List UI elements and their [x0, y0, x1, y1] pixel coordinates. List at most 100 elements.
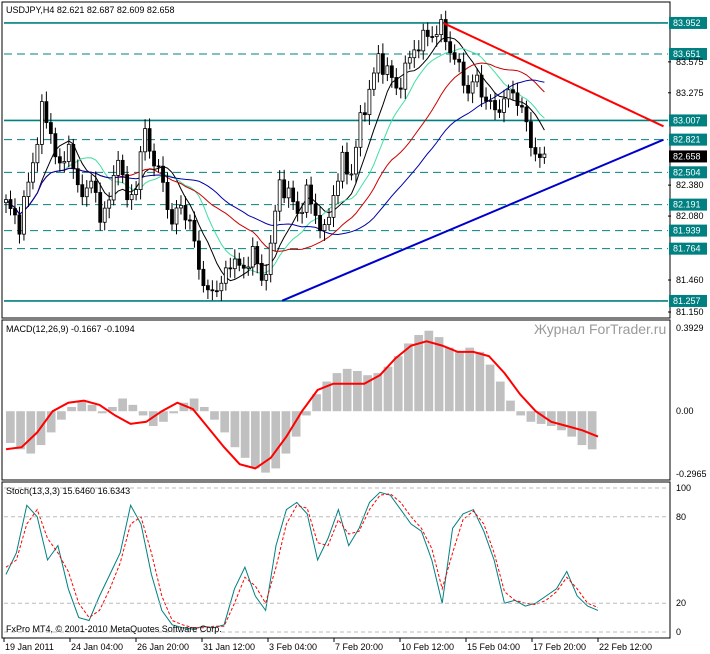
candle-body: [125, 174, 130, 201]
macd-histogram-bar: [342, 368, 352, 412]
time-label: 24 Jan 04:00: [71, 642, 123, 652]
macd-histogram-bar: [199, 406, 209, 412]
candle-body: [84, 187, 89, 198]
candle-body: [484, 96, 488, 102]
candle-body: [336, 180, 340, 196]
price-tick-label: 83.275: [676, 88, 704, 98]
candle-body: [452, 52, 457, 60]
macd-histogram-bar: [87, 404, 97, 412]
price-label-box: [669, 48, 707, 61]
stoch-tick-label: 20: [676, 598, 686, 608]
candle-body: [179, 205, 183, 209]
candle-body: [255, 246, 260, 264]
candle-body: [286, 187, 291, 199]
candle-body: [443, 19, 448, 43]
candle-body: [493, 100, 497, 111]
candle-body: [434, 34, 439, 37]
candle-body: [165, 181, 170, 210]
candle-body: [349, 173, 354, 176]
macd-histogram-bar: [67, 406, 76, 412]
candle-body: [273, 210, 278, 244]
axes-layer: 83.575 83.275 82.380 82.080 81.460 81.150 19 J…: [3, 57, 707, 652]
stoch-layer: [5, 491, 599, 630]
candle-body: [331, 195, 336, 218]
candle-body: [116, 159, 121, 176]
price-label: 81.764: [673, 244, 701, 254]
time-label: 26 Jan 20:00: [137, 642, 189, 652]
candle-body: [497, 109, 502, 113]
candle-body: [533, 147, 538, 155]
candle-body: [506, 89, 511, 100]
candle-body: [174, 207, 179, 225]
candle-body: [223, 267, 228, 284]
candle-body: [13, 208, 17, 216]
footer-copyright: FxPro MT4, © 2001-2010 MetaQuotes Softwa…: [6, 624, 222, 634]
macd-histogram-bar: [546, 411, 556, 427]
candle-body: [457, 58, 462, 63]
candle-body: [520, 105, 524, 108]
macd-histogram-bar: [587, 411, 597, 450]
macd-histogram-bar: [138, 411, 148, 416]
candle-body: [205, 285, 210, 291]
candle-body: [4, 199, 8, 204]
macd-histogram-bar: [302, 411, 311, 416]
trendline-resistance: [443, 22, 664, 128]
candle-body: [232, 258, 237, 270]
price-label-box: [669, 198, 707, 211]
price-label: 82.658: [673, 151, 701, 161]
stoch-header: Stoch(13,3,3) 15.6460 16.6343: [6, 486, 130, 496]
macd-histogram-bar: [210, 411, 219, 420]
candles-layer: [4, 10, 547, 302]
candle-body: [75, 168, 80, 186]
candle-body: [138, 151, 143, 191]
candle-body: [363, 112, 367, 116]
macd-histogram-bar: [404, 343, 413, 412]
macd-histogram-bar: [465, 347, 475, 412]
candle-body: [210, 289, 215, 292]
candle-body: [129, 194, 134, 201]
watermark: Журнал ForTrader.ru: [534, 321, 666, 337]
macd-histogram-bar: [281, 411, 291, 454]
candle-body: [479, 74, 484, 98]
candle-body: [367, 88, 372, 116]
macd-histogram-bar: [577, 411, 587, 446]
macd-layer: [5, 330, 599, 473]
candle-body: [515, 92, 520, 106]
candle-body: [214, 290, 219, 293]
candle-body: [385, 65, 390, 75]
stoch-tick-label: 0: [676, 627, 681, 637]
candle-body: [371, 72, 376, 90]
time-label: 17 Feb 20:00: [533, 642, 586, 652]
candle-body: [147, 128, 152, 152]
candle-body: [488, 100, 493, 102]
macd-histogram-bar: [118, 398, 127, 412]
time-label: 31 Jan 12:00: [203, 642, 255, 652]
candle-body: [237, 258, 242, 266]
macd-tick-label: -0.2965: [676, 469, 707, 479]
price-label: 82.821: [673, 135, 701, 145]
candle-body: [291, 187, 296, 203]
candle-body: [192, 219, 197, 242]
macd-tick-label: 0.3929: [676, 323, 704, 333]
candle-body: [134, 189, 139, 195]
macd-histogram-bar: [485, 364, 495, 412]
macd-histogram-bar: [312, 394, 321, 412]
price-tick-label: 82.380: [676, 180, 704, 190]
macd-histogram-bar: [455, 351, 464, 412]
macd-histogram-bar: [475, 351, 485, 412]
candle-body: [322, 224, 327, 232]
trendlines-layer: [281, 22, 664, 302]
candle-body: [407, 57, 412, 64]
candle-body: [380, 53, 385, 75]
candle-body: [250, 246, 255, 268]
macd-histogram-bar: [97, 411, 107, 414]
candle-body: [241, 264, 246, 269]
macd-histogram-bar: [26, 411, 36, 454]
candle-body: [425, 29, 430, 37]
candle-body: [62, 161, 67, 164]
candle-body: [71, 143, 76, 170]
main-panel-frame: [1, 1, 671, 319]
macd-histogram-bar: [240, 411, 250, 458]
candle-body: [39, 101, 44, 145]
macd-histogram-bar: [414, 334, 423, 412]
